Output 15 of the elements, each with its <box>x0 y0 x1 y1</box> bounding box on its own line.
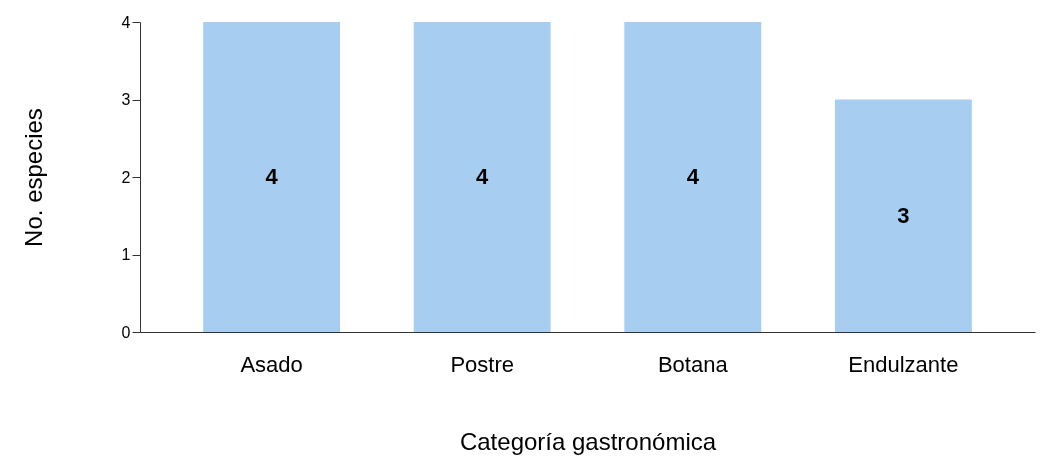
y-tick-label: 4 <box>121 13 131 31</box>
y-tick-label: 3 <box>121 91 131 108</box>
x-tick-label: Endulzante <box>848 351 959 377</box>
data-label: 4 <box>686 164 700 189</box>
data-label: 4 <box>265 164 279 189</box>
y-tick-label: 1 <box>121 246 131 263</box>
y-tick-label: 2 <box>121 168 131 186</box>
x-tick-label: Postre <box>450 351 514 377</box>
x-axis-title: Categoría gastronómica <box>459 427 717 455</box>
y-axis-title: No. especies <box>19 108 47 247</box>
x-tick-label: Asado <box>240 351 303 377</box>
y-tick-label: 0 <box>121 323 131 341</box>
data-label: 4 <box>476 164 490 189</box>
x-tick-label: Botana <box>657 351 729 377</box>
data-label: 3 <box>897 202 910 228</box>
